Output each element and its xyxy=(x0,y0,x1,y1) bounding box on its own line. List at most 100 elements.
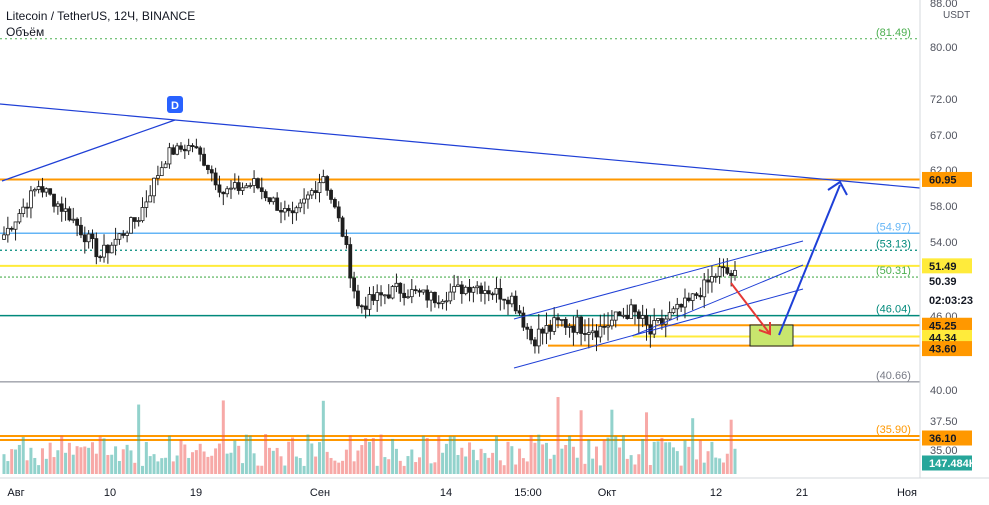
candle-body xyxy=(313,190,318,194)
volume-bar xyxy=(652,441,656,474)
volume-bar xyxy=(410,449,414,474)
candle-body xyxy=(571,325,576,333)
volume-bar xyxy=(633,464,637,474)
candle-body xyxy=(52,193,56,207)
tag-60.95[interactable] xyxy=(922,171,972,187)
volume-bar xyxy=(683,440,687,474)
volume-bar xyxy=(421,435,425,474)
candle-body xyxy=(429,291,433,301)
volume-bar xyxy=(14,449,18,474)
level-note-35.90: (35.90) xyxy=(876,424,911,436)
volume-bar xyxy=(129,450,133,474)
candle-body xyxy=(467,286,472,293)
volume-bar xyxy=(695,459,699,474)
volume-bar xyxy=(548,458,552,474)
projection-up-arrow[interactable] xyxy=(778,184,841,336)
candle-body xyxy=(721,266,726,269)
volume-bar xyxy=(733,448,737,474)
volume-indicator-label[interactable]: Объём xyxy=(6,25,45,39)
volume-bar xyxy=(33,457,37,474)
candle-body xyxy=(509,295,514,305)
volume-bar xyxy=(714,457,718,474)
candle-body xyxy=(529,328,533,341)
volume-bar xyxy=(71,454,75,474)
candle-body xyxy=(606,325,610,328)
candle-body xyxy=(159,167,164,177)
volume-bar xyxy=(152,454,156,474)
candle-body xyxy=(202,153,206,166)
tag-45.25[interactable] xyxy=(922,317,972,333)
candle-body xyxy=(583,333,587,335)
candle-body xyxy=(444,300,449,303)
candle-body xyxy=(55,203,60,207)
volume-bar xyxy=(329,457,333,474)
candle-body xyxy=(179,145,183,150)
candle-body xyxy=(129,217,133,234)
volume-bar xyxy=(294,456,298,474)
projection-down-arrow[interactable] xyxy=(730,282,771,335)
volume-bar xyxy=(221,400,225,474)
trendline-rising-to-D[interactable] xyxy=(1,119,176,182)
tag-36.10[interactable] xyxy=(922,430,972,446)
volume-bar xyxy=(691,418,695,474)
candle-body xyxy=(325,176,330,191)
volume-bar xyxy=(206,456,210,474)
volume-bar xyxy=(444,443,448,474)
time-tick-label: Ноя xyxy=(897,487,917,499)
candle-body xyxy=(309,190,314,196)
volume-bar xyxy=(479,448,483,474)
candle-body xyxy=(148,195,153,203)
candle-body xyxy=(2,234,6,240)
candle-body xyxy=(263,191,268,199)
volume-bar xyxy=(2,454,6,474)
candle-body xyxy=(90,233,95,240)
annotations: D xyxy=(167,96,848,347)
symbol-title[interactable]: Litecoin / TetherUS, 12Ч, BINANCE xyxy=(6,9,196,23)
volume-bar xyxy=(198,443,202,474)
candle-body xyxy=(171,147,176,155)
trendline-channel-mid[interactable] xyxy=(631,264,804,337)
d-marker-badge[interactable] xyxy=(167,96,183,113)
tag-51.49[interactable] xyxy=(922,258,972,274)
candle-body xyxy=(452,286,457,293)
target-zone-box[interactable] xyxy=(749,324,794,347)
volume-bar xyxy=(448,436,452,474)
volume-bar xyxy=(729,419,733,474)
candle-body xyxy=(248,185,253,187)
volume-bar xyxy=(483,453,487,474)
volume-bar xyxy=(471,449,475,474)
trendline-channel-bottom[interactable] xyxy=(513,288,804,369)
price-axis-background xyxy=(920,0,989,505)
candle-body xyxy=(725,267,730,274)
candle-body xyxy=(694,293,699,296)
trendline-upper-descending[interactable] xyxy=(0,103,921,189)
tag-countdown[interactable] xyxy=(922,292,972,308)
volume-bar xyxy=(679,465,683,474)
volume-bar xyxy=(379,434,383,474)
tag-43.60[interactable] xyxy=(922,341,972,357)
candle-body xyxy=(475,285,480,289)
candle-body xyxy=(17,213,22,223)
volume-bar xyxy=(668,442,672,474)
volume-bar xyxy=(433,462,437,474)
candle-body xyxy=(544,325,549,334)
price-tick-label: 54.00 xyxy=(930,237,958,249)
candle-body xyxy=(275,197,280,211)
volume-bar xyxy=(518,448,522,474)
candle-body xyxy=(340,217,345,237)
candle-body xyxy=(463,286,468,295)
candle-body xyxy=(352,277,357,292)
tag-volume[interactable] xyxy=(922,455,972,471)
volume-bar xyxy=(271,450,275,474)
candle-body xyxy=(302,198,306,204)
price-tick-label: 88.00 xyxy=(930,0,958,10)
candle-body xyxy=(648,324,653,335)
candle-body xyxy=(513,295,518,312)
price-panel-background xyxy=(0,0,920,505)
volume-bar xyxy=(264,434,268,474)
candle-body xyxy=(371,294,376,301)
trendline-channel-top[interactable] xyxy=(513,240,804,320)
volume-bar xyxy=(368,441,371,474)
tag-last-price[interactable] xyxy=(922,273,972,289)
